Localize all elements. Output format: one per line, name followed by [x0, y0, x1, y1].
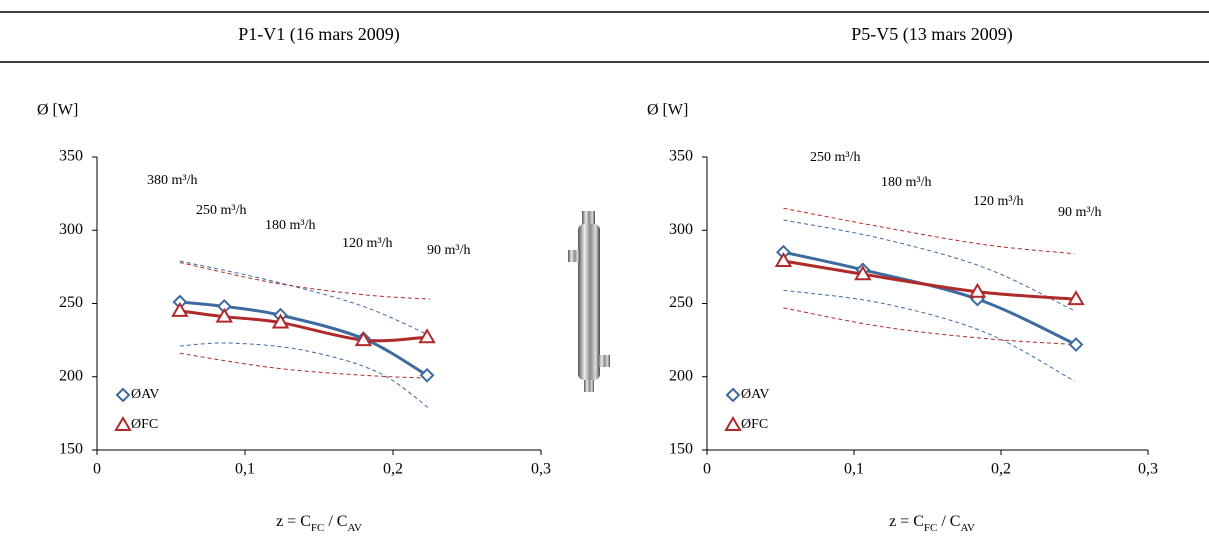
- flow-annotation: 120 m³/h: [973, 194, 1023, 209]
- y-tick-label: 150: [669, 441, 693, 458]
- triangle-marker: [854, 265, 872, 281]
- triangle-marker: [271, 313, 290, 329]
- triangle-marker: [968, 282, 987, 298]
- x-axis-label-part: AV: [960, 522, 975, 534]
- x-tick-label: 0: [703, 461, 711, 478]
- flow-annotation: 120 m³/h: [342, 236, 392, 251]
- confidence-band: [179, 260, 431, 337]
- chart-title: P1-V1 (16 mars 2009): [238, 24, 399, 45]
- x-tick-label: 0,2: [383, 461, 403, 478]
- flow-annotation: 90 m³/h: [427, 243, 470, 258]
- x-tick-label: 0,3: [1138, 461, 1158, 478]
- x-axis-label-part: FC: [311, 522, 324, 534]
- y-axis-label: Ø [W]: [647, 102, 688, 119]
- fit-line: [179, 309, 428, 343]
- x-axis-label-part: AV: [347, 522, 362, 534]
- fit-line: [179, 300, 428, 377]
- x-axis-label-part: z = C: [276, 513, 311, 530]
- fit-line: [783, 250, 1077, 346]
- flow-annotation: 380 m³/h: [147, 173, 197, 188]
- legend-marker: [114, 416, 132, 431]
- triangle-marker: [354, 331, 373, 347]
- confidence-band: [179, 342, 431, 410]
- triangle-marker: [171, 301, 189, 317]
- y-tick-label: 200: [59, 367, 83, 384]
- x-tick-label: 0: [93, 461, 101, 478]
- heat-exchanger-photo: [568, 211, 610, 392]
- x-axis-label: z = CFC / CAV: [276, 513, 362, 534]
- chart-title: P5-V5 (13 mars 2009): [851, 24, 1012, 45]
- y-tick-label: 350: [59, 148, 83, 165]
- confidence-band: [783, 307, 1075, 346]
- diamond-marker: [1068, 337, 1084, 352]
- x-tick-label: 0,2: [991, 461, 1011, 478]
- confidence-band: [783, 219, 1075, 312]
- legend-label: ØAV: [741, 387, 770, 402]
- y-tick-label: 300: [59, 221, 83, 238]
- x-axis-label-part: FC: [924, 522, 937, 534]
- legend-label: ØFC: [131, 417, 158, 432]
- legend-label: ØAV: [131, 387, 160, 402]
- triangle-marker: [774, 252, 793, 268]
- y-tick-label: 150: [59, 441, 83, 458]
- flow-annotation: 250 m³/h: [810, 150, 860, 165]
- y-tick-label: 300: [669, 221, 693, 238]
- confidence-band: [783, 289, 1075, 382]
- y-tick-label: 200: [669, 367, 693, 384]
- legend-marker: [115, 387, 131, 403]
- x-axis-label: z = CFC / CAV: [889, 513, 975, 534]
- triangle-marker: [1067, 290, 1085, 306]
- x-tick-label: 0,3: [531, 461, 551, 478]
- flow-annotation: 90 m³/h: [1058, 205, 1101, 220]
- y-tick-label: 250: [669, 294, 693, 311]
- triangle-marker: [418, 328, 436, 344]
- flow-annotation: 250 m³/h: [196, 203, 246, 218]
- legend-marker: [725, 387, 741, 403]
- x-axis-label-part: / C: [324, 513, 347, 530]
- confidence-band: [179, 261, 431, 300]
- confidence-band: [783, 207, 1075, 255]
- y-tick-label: 350: [669, 148, 693, 165]
- y-tick-label: 250: [59, 294, 83, 311]
- diamond-marker: [419, 367, 435, 383]
- flow-annotation: 180 m³/h: [881, 175, 931, 190]
- x-axis-label-part: z = C: [889, 513, 924, 530]
- triangle-marker: [215, 307, 234, 323]
- x-axis-label-part: / C: [937, 513, 960, 530]
- legend-marker: [724, 416, 742, 431]
- confidence-band: [179, 352, 431, 379]
- y-axis-label: Ø [W]: [37, 102, 78, 119]
- legend-label: ØFC: [741, 417, 768, 432]
- x-tick-label: 0,1: [844, 461, 864, 478]
- flow-annotation: 180 m³/h: [265, 218, 315, 233]
- x-tick-label: 0,1: [235, 461, 255, 478]
- fit-line: [783, 259, 1077, 301]
